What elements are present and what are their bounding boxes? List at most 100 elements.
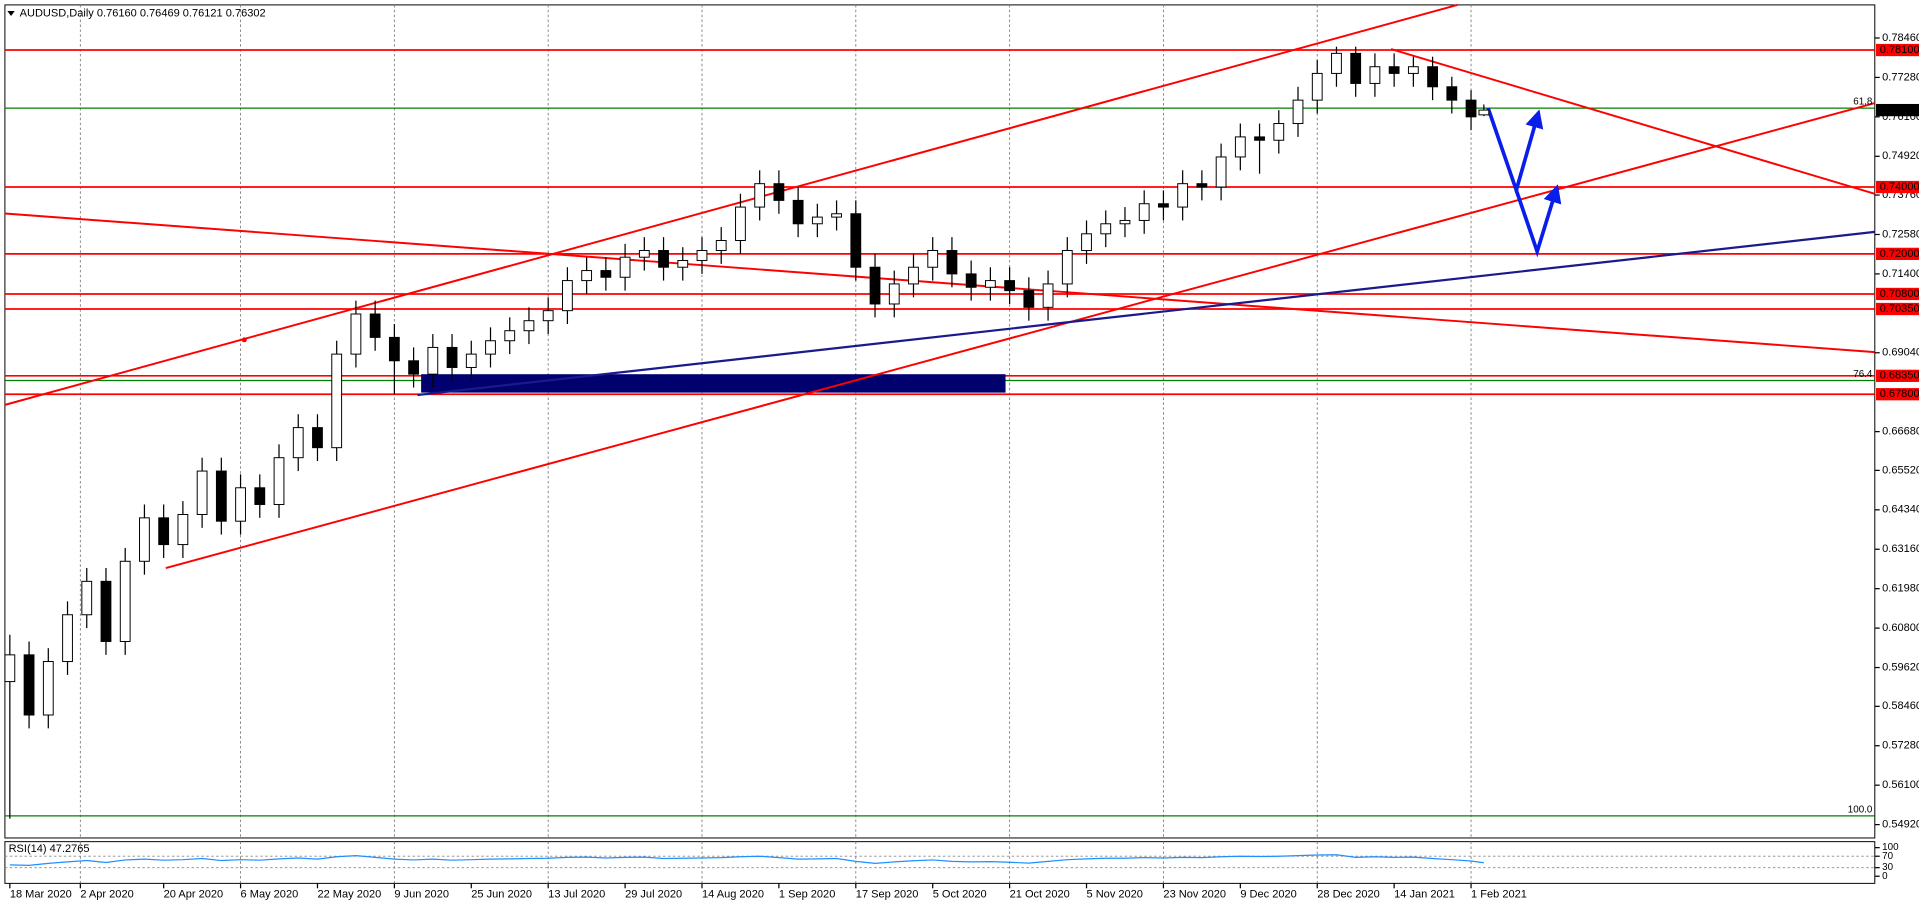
candle-body <box>1369 66 1381 84</box>
x-tick-label: 21 Oct 2020 <box>1010 888 1070 900</box>
candle-body <box>677 260 689 268</box>
x-tick-label: 14 Aug 2020 <box>702 888 764 900</box>
candle-body <box>23 654 35 716</box>
candle-body <box>504 330 516 342</box>
candle-body <box>177 514 189 546</box>
level-tag <box>1876 302 1919 316</box>
candle-body <box>1273 123 1285 141</box>
y-tick-label: 30 <box>1882 862 1893 873</box>
candle-body <box>542 310 554 322</box>
trend-line <box>4 212 1875 354</box>
candle-body <box>1350 52 1362 84</box>
rsi-line <box>9 854 1484 866</box>
y-tick-label: 0.59620 <box>1882 661 1919 673</box>
candle-body <box>273 457 285 505</box>
y-tick-label: 0.64340 <box>1882 504 1919 516</box>
candle-body <box>831 213 842 218</box>
grid-layer <box>4 4 1880 889</box>
level-tag <box>1876 388 1919 401</box>
y-tick-label: 0.58460 <box>1882 700 1919 712</box>
price-label: 0.76302 <box>1880 104 1919 116</box>
candle-body <box>465 353 477 368</box>
marks-layer <box>4 46 1490 866</box>
candle-body <box>1311 72 1323 101</box>
candle-body <box>1042 283 1054 308</box>
zone <box>421 374 1006 393</box>
x-tick-label: 9 Dec 2020 <box>1240 888 1296 900</box>
x-tick-label: 22 May 2020 <box>317 888 381 900</box>
y-tick-label: 0.78460 <box>1882 32 1919 44</box>
trend-line <box>1390 48 1876 195</box>
candle-body <box>1081 233 1092 252</box>
title-marker <box>7 11 15 16</box>
y-tick-label: 0.60800 <box>1882 622 1919 634</box>
y-tick-label: 0 <box>1882 871 1888 882</box>
level-tag <box>1876 180 1919 194</box>
candle-body <box>158 517 170 546</box>
candle-body <box>850 213 862 268</box>
candle-body <box>946 250 958 275</box>
projection-arrow <box>1514 184 1562 258</box>
candle-body <box>312 427 323 449</box>
x-tick-label: 13 Jul 2020 <box>548 888 605 900</box>
x-tick-label: 18 Mar 2020 <box>10 888 72 900</box>
y-tick-label: 0.54920 <box>1882 819 1919 831</box>
rsi-panel <box>4 841 1876 884</box>
y-tick-label: 0.73760 <box>1882 189 1919 201</box>
candle-body <box>1388 66 1400 74</box>
candle-body <box>1177 183 1189 208</box>
y-tick-label: 0.56100 <box>1882 779 1919 791</box>
candle-body <box>388 336 400 362</box>
level-label: 0.70350 <box>1880 303 1919 315</box>
candle-body <box>696 250 708 262</box>
candle-body <box>1331 52 1342 74</box>
candle-body <box>139 517 150 562</box>
x-tick-label: 5 Oct 2020 <box>933 888 987 900</box>
y-tick-label: 0.66680 <box>1882 426 1919 438</box>
level-label: 0.74000 <box>1880 181 1919 193</box>
y-tick-label: 0.61980 <box>1882 583 1919 595</box>
y-tick-label: 0.72580 <box>1882 228 1919 240</box>
candle-body <box>1465 99 1477 118</box>
level-tag <box>1876 247 1919 260</box>
candle-body <box>1254 136 1265 141</box>
candle-body <box>62 614 73 663</box>
x-tick-label: 23 Nov 2020 <box>1163 888 1226 900</box>
x-tick-label: 2 Apr 2020 <box>80 888 133 900</box>
candle-body <box>965 273 977 288</box>
candle-body <box>1119 219 1131 225</box>
candle-body <box>1427 66 1438 88</box>
x-tick-label: 29 Jul 2020 <box>625 888 682 900</box>
candle-body <box>735 206 746 241</box>
level-label: 0.68350 <box>1880 370 1919 382</box>
level-label: 0.72000 <box>1880 248 1919 260</box>
candle-body <box>984 280 996 288</box>
x-tick-label: 1 Feb 2021 <box>1471 888 1527 900</box>
candle-body <box>562 280 573 312</box>
rsi-title: RSI(14) 47.2765 <box>9 843 90 855</box>
y-tick-label: 0.69040 <box>1882 347 1919 359</box>
candle-body <box>254 487 266 505</box>
price-tag <box>1876 103 1919 117</box>
candle-body <box>331 353 343 449</box>
y-tick-label: 0.76100 <box>1882 111 1919 123</box>
y-tick-label: 0.57280 <box>1882 740 1919 752</box>
candle-body <box>235 487 246 522</box>
candle-body <box>715 240 727 252</box>
x-tick-label: 14 Jan 2021 <box>1394 888 1455 900</box>
main-panel <box>4 4 1876 839</box>
candle-body <box>792 199 804 225</box>
candle-body <box>292 427 304 459</box>
candle-body <box>1446 86 1458 101</box>
y-tick-label: 0.74920 <box>1882 150 1919 162</box>
candle-body <box>1292 99 1304 125</box>
anchor-dot <box>241 337 247 343</box>
x-tick-label: 6 May 2020 <box>241 888 299 900</box>
y-tick-label: 0.71400 <box>1882 268 1919 280</box>
candle-body <box>446 346 458 368</box>
fib-label: 61.8 <box>1853 97 1873 108</box>
y-tick-label: 70 <box>1882 851 1893 862</box>
x-tick-label: 20 Apr 2020 <box>164 888 224 900</box>
